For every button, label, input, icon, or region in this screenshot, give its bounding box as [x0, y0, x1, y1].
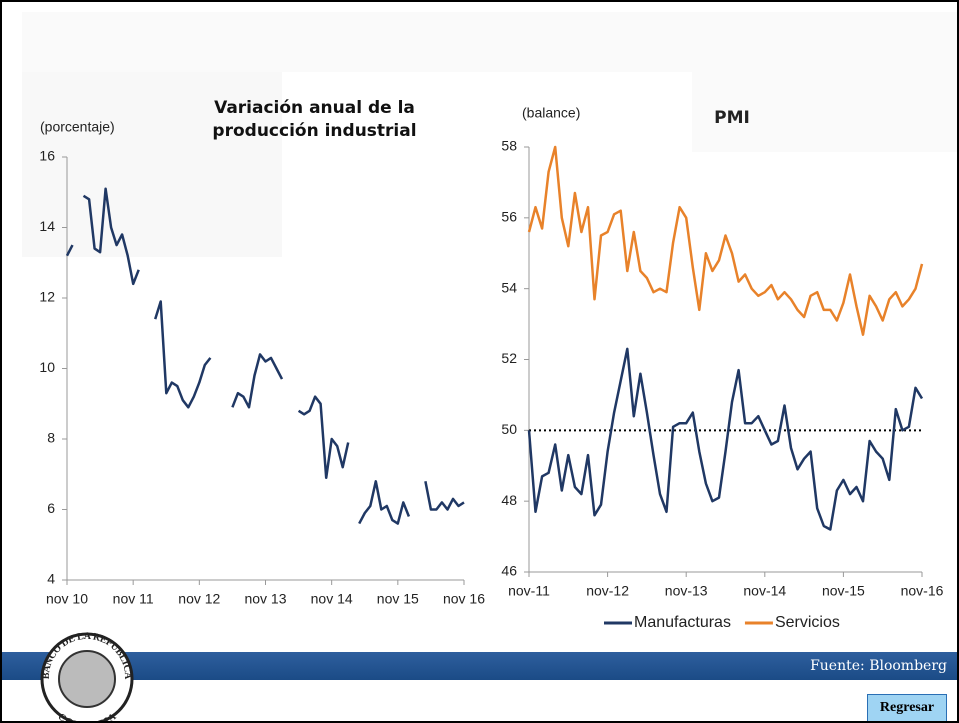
line — [65, 187, 465, 525]
bg-block — [22, 12, 692, 72]
legend-label: Servicios — [775, 614, 840, 631]
y-tick-label: 50 — [501, 421, 517, 437]
x-tick-label: nov 16 — [443, 591, 485, 607]
x-tick-label: nov-16 — [901, 583, 944, 599]
y-tick-label: 12 — [39, 289, 55, 305]
y-tick-label: 8 — [47, 430, 55, 446]
y-tick-label: 52 — [501, 350, 517, 366]
chart-title: PMI — [714, 108, 750, 128]
x-tick-label: nov 11 — [113, 591, 154, 607]
bg-block — [692, 12, 957, 152]
legend-label: Manufacturas — [634, 614, 731, 631]
x-tick-label: nov 13 — [244, 591, 286, 607]
bg-block — [22, 72, 282, 257]
source: Fuente: Bloomberg — [810, 658, 947, 674]
y-axis-label: (porcentaje) — [40, 119, 115, 135]
y-tick-label: 58 — [501, 138, 517, 154]
y-tick-label: 48 — [501, 492, 517, 508]
x-tick-label: nov-11 — [508, 583, 550, 599]
y-tick-label: 14 — [39, 218, 55, 234]
y-tick-label: 56 — [501, 209, 517, 225]
y-tick-label: 4 — [47, 571, 55, 587]
y-tick-label: 46 — [501, 563, 517, 579]
x-tick-label: nov 14 — [311, 591, 353, 607]
y-tick-label: 10 — [39, 359, 55, 375]
line — [527, 145, 924, 336]
y-tick-label: 16 — [39, 148, 55, 164]
chart-title: Variación anual de la producción industr… — [212, 98, 417, 141]
back-button[interactable]: Regresar — [867, 694, 947, 721]
footer-band: Fuente: Bloomberg — [2, 652, 957, 680]
line — [527, 347, 924, 531]
logo: BANCO DE LA REPUBLICA COLOMBIA — [40, 631, 134, 721]
x-tick-label: nov 12 — [178, 591, 220, 607]
x-tick-label: nov 10 — [46, 591, 88, 607]
x-tick-label: nov-15 — [822, 583, 865, 599]
x-tick-label: nov-14 — [743, 583, 786, 599]
x-tick-label: nov 15 — [377, 591, 419, 607]
y-axis-label: (balance) — [522, 105, 580, 121]
x-tick-label: nov-12 — [586, 583, 629, 599]
y-tick-label: 6 — [47, 500, 55, 516]
y-tick-label: 54 — [501, 279, 517, 295]
x-tick-label: nov-13 — [665, 583, 708, 599]
